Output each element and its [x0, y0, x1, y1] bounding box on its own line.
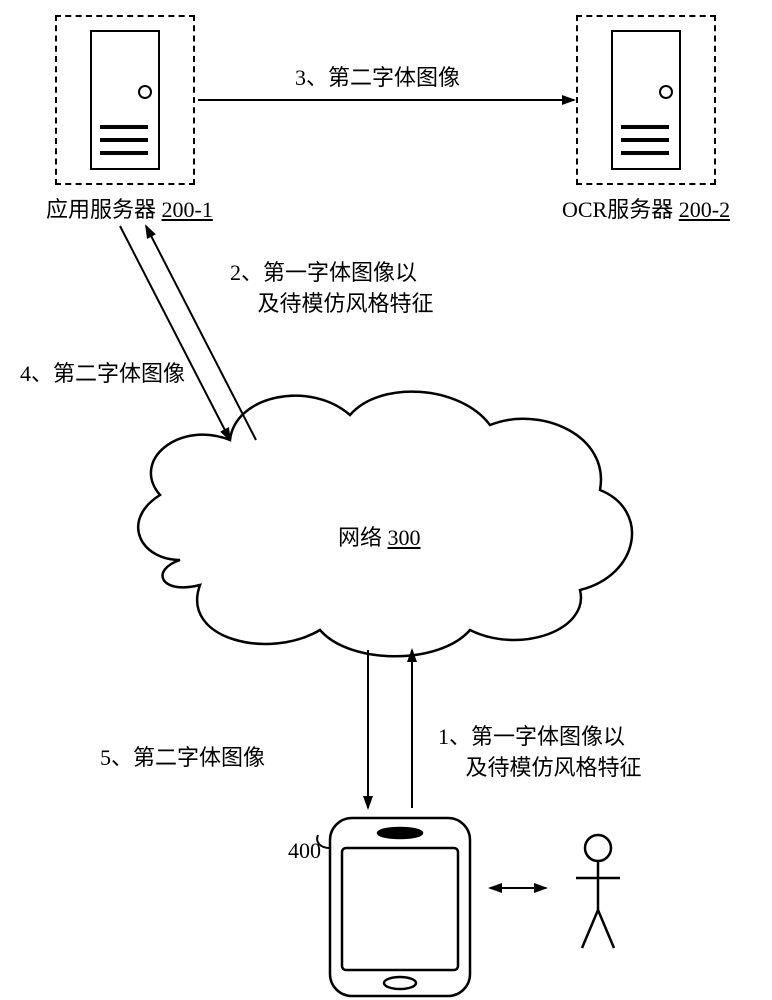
person-icon [576, 835, 620, 948]
ocr-server-vent [621, 151, 669, 155]
phone-id: 400 [288, 838, 321, 863]
arrow-1-label-line1: 1、第一字体图像以 [438, 724, 625, 749]
app-server-label-text: 应用服务器 [46, 197, 162, 222]
app-server-vent [100, 151, 148, 155]
cloud-id: 300 [388, 525, 421, 550]
app-server-vent [100, 138, 148, 142]
arrow-1-label: 1、第一字体图像以 及待模仿风格特征 [438, 722, 698, 784]
cloud-label-text: 网络 [338, 525, 388, 550]
ocr-server-vent [621, 125, 669, 129]
ocr-server-inner [611, 30, 681, 170]
app-server-vent [100, 125, 148, 129]
app-server-led [138, 85, 152, 99]
diagram-root: 应用服务器 200-1 OCR服务器 200-2 3、第二字体图像 2、第一字体… [0, 0, 772, 1000]
arrow-1-label-line2: 及待模仿风格特征 [438, 755, 642, 780]
app-server-inner [90, 30, 160, 170]
arrow-2-label-line2: 及待模仿风格特征 [230, 291, 434, 316]
ocr-server-label-text: OCR服务器 [562, 197, 679, 222]
ocr-server-label: OCR服务器 200-2 [562, 192, 730, 224]
ocr-server-vent [621, 138, 669, 142]
cloud-label: 网络 300 [338, 520, 421, 552]
app-server-id: 200-1 [162, 197, 213, 222]
ocr-server-id: 200-2 [679, 197, 730, 222]
phone-icon [330, 818, 470, 996]
arrow-2-label-line1: 2、第一字体图像以 [230, 260, 417, 285]
arrow-4 [120, 226, 230, 440]
ocr-server-led [659, 85, 673, 99]
arrow-2-label: 2、第一字体图像以 及待模仿风格特征 [230, 258, 490, 320]
phone-id-label: 400 [288, 838, 321, 864]
arrow-4-label: 4、第二字体图像 [20, 356, 185, 388]
app-server-label: 应用服务器 200-1 [46, 192, 213, 224]
arrow-5-label: 5、第二字体图像 [100, 740, 265, 772]
arrow-3-label: 3、第二字体图像 [295, 60, 460, 92]
